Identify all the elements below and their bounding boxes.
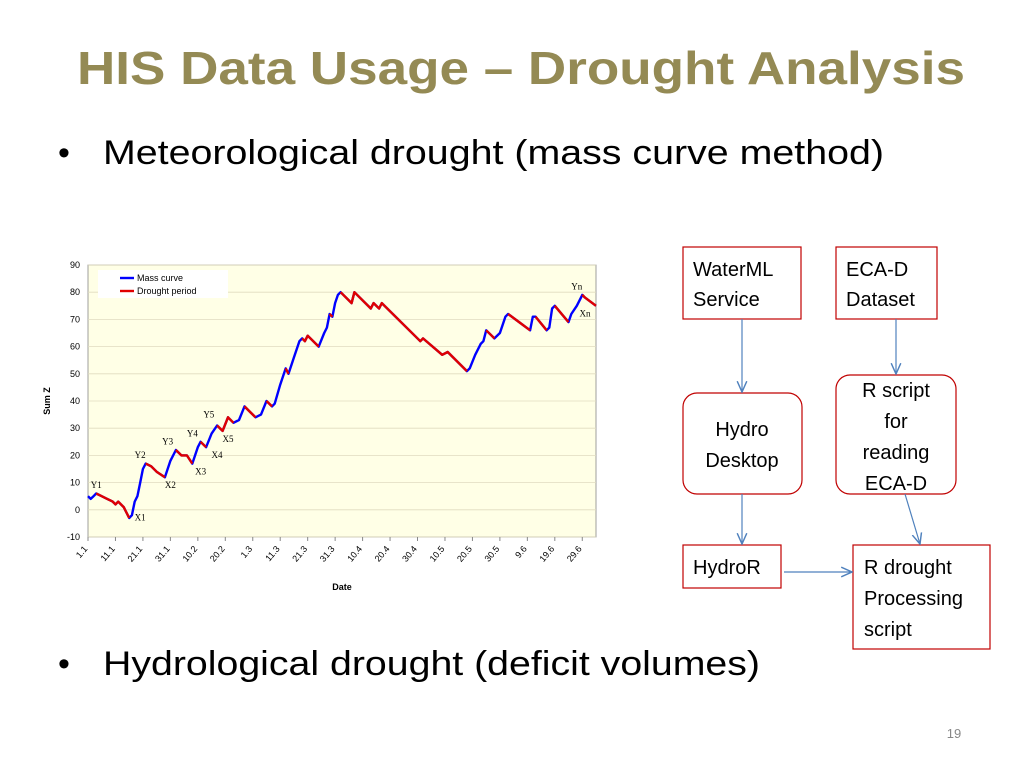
x-tick-label: 30.5 <box>482 544 501 564</box>
x-tick-label: 1.1 <box>74 544 90 560</box>
y-tick-label: 80 <box>70 287 80 297</box>
annotation: X3 <box>195 466 206 476</box>
series-line <box>87 291 597 520</box>
bullet-dot: • <box>58 134 70 172</box>
x-tick-label: 20.5 <box>455 544 474 564</box>
annotation: Y5 <box>203 409 214 419</box>
y-tick-label: 0 <box>75 505 80 515</box>
annotation: X1 <box>135 513 146 523</box>
x-tick-label: 21.3 <box>290 544 309 564</box>
bullet: Hydrological drought (deficit volumes) <box>103 645 760 683</box>
x-tick-label: 1.3 <box>239 544 255 560</box>
y-tick-label: 10 <box>70 478 80 488</box>
y-tick-label: 50 <box>70 369 80 379</box>
legend-label: Drought period <box>137 286 197 296</box>
x-tick-label: 20.4 <box>373 544 392 564</box>
node-box <box>682 246 802 320</box>
node-label: Hydro Desktop <box>705 419 778 472</box>
node-label: ECA-D Dataset <box>846 259 915 311</box>
x-tick-label: 31.3 <box>318 544 337 564</box>
node-label: HydroR <box>693 557 761 579</box>
series-line <box>95 291 597 519</box>
x-tick-label: 10.2 <box>180 544 199 564</box>
annotation: Xn <box>580 309 591 319</box>
flow-diagram: WaterML Service ECA-D Dataset Hydro Desktop… <box>682 246 991 650</box>
bullet: Meteorological drought (mass curve metho… <box>103 134 884 172</box>
x-tick-label: 11.1 <box>98 544 116 563</box>
node-label: R script for reading ECA-D <box>862 380 930 495</box>
x-tick-label: 20.2 <box>208 544 227 564</box>
x-tick-label: 11.3 <box>263 544 281 563</box>
annotation: X5 <box>223 434 234 444</box>
y-tick-label: 90 <box>70 260 80 270</box>
y-axis-label: Sum Z <box>42 387 52 415</box>
annotation: Y4 <box>187 428 198 438</box>
annotation: Y3 <box>162 437 173 447</box>
x-tick-label: 19.6 <box>537 544 556 564</box>
x-axis-label: Date <box>332 582 352 592</box>
y-tick-label: 60 <box>70 342 80 352</box>
annotation: X4 <box>212 450 223 460</box>
y-tick-label: 70 <box>70 314 80 324</box>
page-number: 19 <box>947 726 961 741</box>
legend-label: Mass curve <box>137 273 183 283</box>
node-box <box>682 544 782 589</box>
y-tick-label: -10 <box>67 532 80 542</box>
x-tick-label: 9.6 <box>513 544 529 560</box>
y-tick-label: 20 <box>70 450 80 460</box>
legend-box <box>98 270 228 298</box>
slide-title: HIS Data Usage – Drought Analysis <box>77 42 965 94</box>
annotation: Y1 <box>91 480 102 490</box>
x-tick-label: 21.1 <box>126 544 145 564</box>
node-label: R drought Processing script <box>864 557 963 641</box>
annotation: Y2 <box>135 450 146 460</box>
node-box <box>835 246 938 320</box>
bullet-dot: • <box>58 645 70 683</box>
x-tick-label: 31.1 <box>153 544 172 564</box>
x-tick-label: 10.4 <box>345 544 364 564</box>
node-label: WaterML Service <box>693 259 773 311</box>
y-tick-label: 30 <box>70 423 80 433</box>
x-tick-label: 30.4 <box>400 544 419 564</box>
node-box <box>852 544 991 650</box>
annotation: X2 <box>165 480 176 490</box>
node-box <box>682 392 803 495</box>
annotation: Yn <box>571 281 582 291</box>
chart: -10 0 10 20 30 40 50 60 70 80 90 1.1 11.1 21.1 31.1 10.… <box>42 260 597 592</box>
x-tick-label: 29.6 <box>565 544 584 564</box>
x-tick-label: 10.5 <box>428 544 447 564</box>
y-tick-label: 40 <box>70 396 80 406</box>
arrow <box>904 493 920 544</box>
